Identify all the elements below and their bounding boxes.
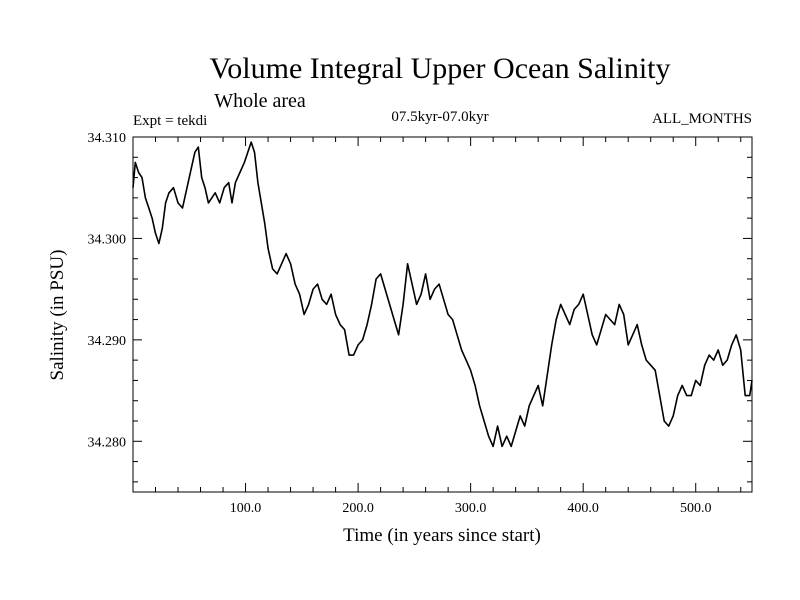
period-label: 07.5kyr-07.0kyr <box>391 109 488 125</box>
axis-ticks <box>133 136 752 492</box>
x-tick-label: 100.0 <box>230 501 262 516</box>
chart-title: Volume Integral Upper Ocean Salinity <box>210 52 671 85</box>
salinity-series-line <box>132 141 753 448</box>
y-tick-label: 34.310 <box>88 131 127 146</box>
x-tick-labels: 100.0 200.0 300.0 400.0 500.0 <box>230 501 712 516</box>
y-tick-label: 34.300 <box>88 232 127 247</box>
y-tick-labels: 34.280 34.290 34.300 34.310 <box>88 131 127 450</box>
experiment-label: Expt = tekdi <box>133 113 207 129</box>
y-tick-label: 34.280 <box>88 435 127 450</box>
x-axis-label: Time (in years since start) <box>343 525 541 546</box>
months-label: ALL_MONTHS <box>652 111 752 127</box>
plot-frame <box>132 136 753 493</box>
x-tick-label: 300.0 <box>455 501 487 516</box>
x-tick-label: 400.0 <box>567 501 599 516</box>
y-tick-label: 34.290 <box>88 334 127 349</box>
x-tick-label: 500.0 <box>680 501 712 516</box>
x-tick-label: 200.0 <box>342 501 374 516</box>
y-axis-label: Salinity (in PSU) <box>47 250 68 381</box>
chart-subtitle: Whole area <box>214 90 306 112</box>
